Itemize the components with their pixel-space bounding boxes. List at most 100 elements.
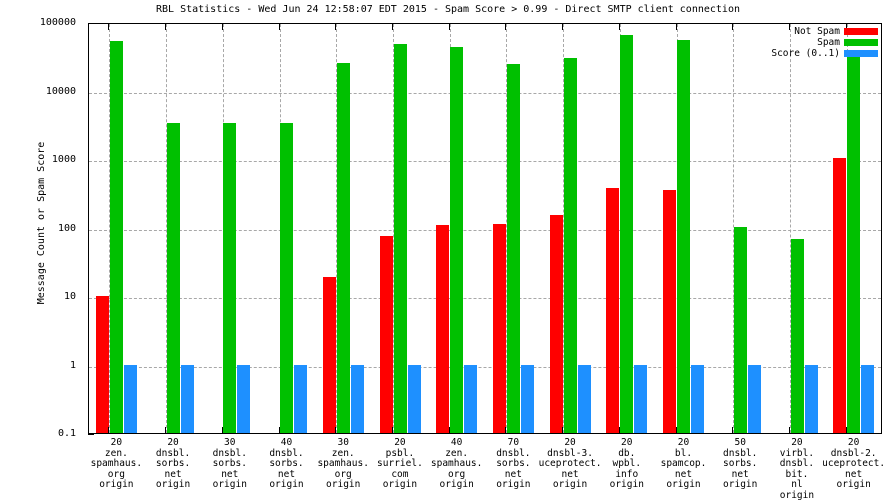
x-axis-label: 30 dnsbl. sorbs. net origin [212, 437, 247, 490]
legend-label-not-spam: Not Spam [794, 26, 840, 37]
bar-score [634, 364, 648, 433]
y-tick-text: 10000 [45, 85, 76, 97]
y-tick-text: 100 [57, 222, 76, 234]
gridline [89, 229, 881, 231]
x-axis-label: 20 dnsbl. sorbs. net origin [155, 437, 191, 490]
bar-score [294, 364, 308, 433]
bar-score [180, 364, 194, 433]
bar-spam [110, 41, 123, 433]
bar-not-spam [833, 157, 847, 433]
x-axis-label: 20 bl. spamcop. net origin [660, 437, 707, 490]
x-axis-label: 20 db. wpbl. info origin [609, 437, 644, 490]
bar-spam [847, 51, 861, 433]
x-axis-label: 30 zen. spamhaus. org origin [317, 437, 369, 490]
x-axis-label: 20 psbl. surriel. com origin [377, 437, 423, 490]
bar-spam [393, 43, 407, 433]
x-tick-mark [846, 23, 847, 30]
x-tick-mark [108, 23, 109, 30]
x-tick-mark [449, 23, 450, 30]
x-tick-mark [108, 427, 109, 434]
y-axis-title: Message Count or Spam Score [36, 141, 47, 305]
gridline [89, 161, 881, 162]
x-tick-mark [732, 427, 733, 434]
plot-area [88, 23, 882, 434]
bar-spam [563, 57, 577, 433]
x-tick-mark [562, 23, 563, 30]
x-tick-mark [335, 427, 336, 434]
x-tick-mark [505, 427, 506, 434]
bar-score [521, 364, 534, 433]
x-axis-label: 40 dnsbl. sorbs. net origin [269, 437, 304, 490]
bar-score [237, 364, 251, 433]
bar-not-spam [322, 276, 336, 433]
bar-spam [677, 39, 691, 433]
vertical-gridline [563, 24, 564, 433]
vertical-gridline [790, 24, 791, 433]
bar-score [804, 364, 818, 433]
x-tick-mark [789, 427, 790, 434]
bar-score [861, 364, 875, 433]
x-axis-label: 20 zen. spamhaus. org origin [90, 437, 143, 490]
legend: Not Spam Spam Score (0..1) [762, 26, 880, 59]
vertical-gridline [166, 24, 167, 433]
legend-swatch-score [844, 50, 878, 57]
bar-score [350, 364, 364, 433]
x-tick-mark [732, 23, 733, 30]
vertical-gridline [109, 24, 110, 433]
x-tick-mark [846, 427, 847, 434]
x-axis-label: 40 zen. spamhaus. org origin [430, 437, 483, 490]
y-tick-text: 10 [63, 291, 76, 302]
legend-swatch-spam [844, 39, 878, 46]
y-tick-text: 1000 [51, 154, 76, 165]
bar-score [124, 364, 137, 433]
y-tick-text: 0.1 [57, 428, 76, 439]
x-axis-label: 20 dnsbl-2. uceprotect. net origin [822, 437, 886, 490]
bar-spam [336, 63, 350, 433]
x-tick-mark [279, 427, 280, 434]
x-axis-label: 50 dnsbl. sorbs. net origin [723, 437, 758, 490]
bar-spam [620, 34, 634, 433]
bar-spam [507, 64, 520, 433]
vertical-gridline [506, 24, 507, 433]
bar-spam [223, 123, 237, 433]
x-tick-mark [392, 23, 393, 30]
x-axis-label: 20 virbl. dnsbl. bit. nl origin [779, 437, 815, 501]
bar-score [691, 364, 705, 433]
bar-spam [790, 238, 804, 433]
x-axis-label: 70 dnsbl. sorbs. net origin [496, 437, 531, 490]
bar-not-spam [436, 224, 450, 433]
x-tick-mark [619, 427, 620, 434]
x-tick-mark [165, 23, 166, 30]
x-tick-mark [335, 23, 336, 30]
bar-score [577, 364, 591, 433]
x-tick-mark [676, 23, 677, 30]
legend-item-score: Score (0..1) [762, 48, 880, 59]
x-tick-mark [676, 427, 677, 434]
y-tick-mark [88, 434, 94, 435]
x-tick-mark [619, 23, 620, 30]
bar-score [407, 364, 421, 433]
vertical-gridline [393, 24, 394, 433]
y-tick-text: 100000 [39, 17, 76, 28]
x-tick-mark [392, 427, 393, 434]
legend-item-spam: Spam [762, 37, 880, 48]
x-tick-mark [449, 427, 450, 434]
bar-spam [733, 226, 747, 433]
legend-swatch-not-spam [844, 28, 878, 35]
bar-spam [450, 47, 464, 433]
gridline [89, 92, 881, 94]
bar-not-spam [606, 187, 620, 433]
x-tick-mark [222, 427, 223, 434]
x-tick-mark [789, 23, 790, 30]
bar-spam [166, 123, 180, 433]
bar-not-spam [663, 190, 677, 433]
bar-spam [280, 123, 294, 433]
bar-score [747, 364, 761, 433]
vertical-gridline [336, 24, 337, 433]
legend-item-not-spam: Not Spam [762, 26, 880, 37]
x-tick-mark [279, 23, 280, 30]
legend-label-spam: Spam [817, 37, 840, 48]
bar-not-spam [549, 215, 563, 433]
legend-label-score: Score (0..1) [771, 48, 840, 59]
